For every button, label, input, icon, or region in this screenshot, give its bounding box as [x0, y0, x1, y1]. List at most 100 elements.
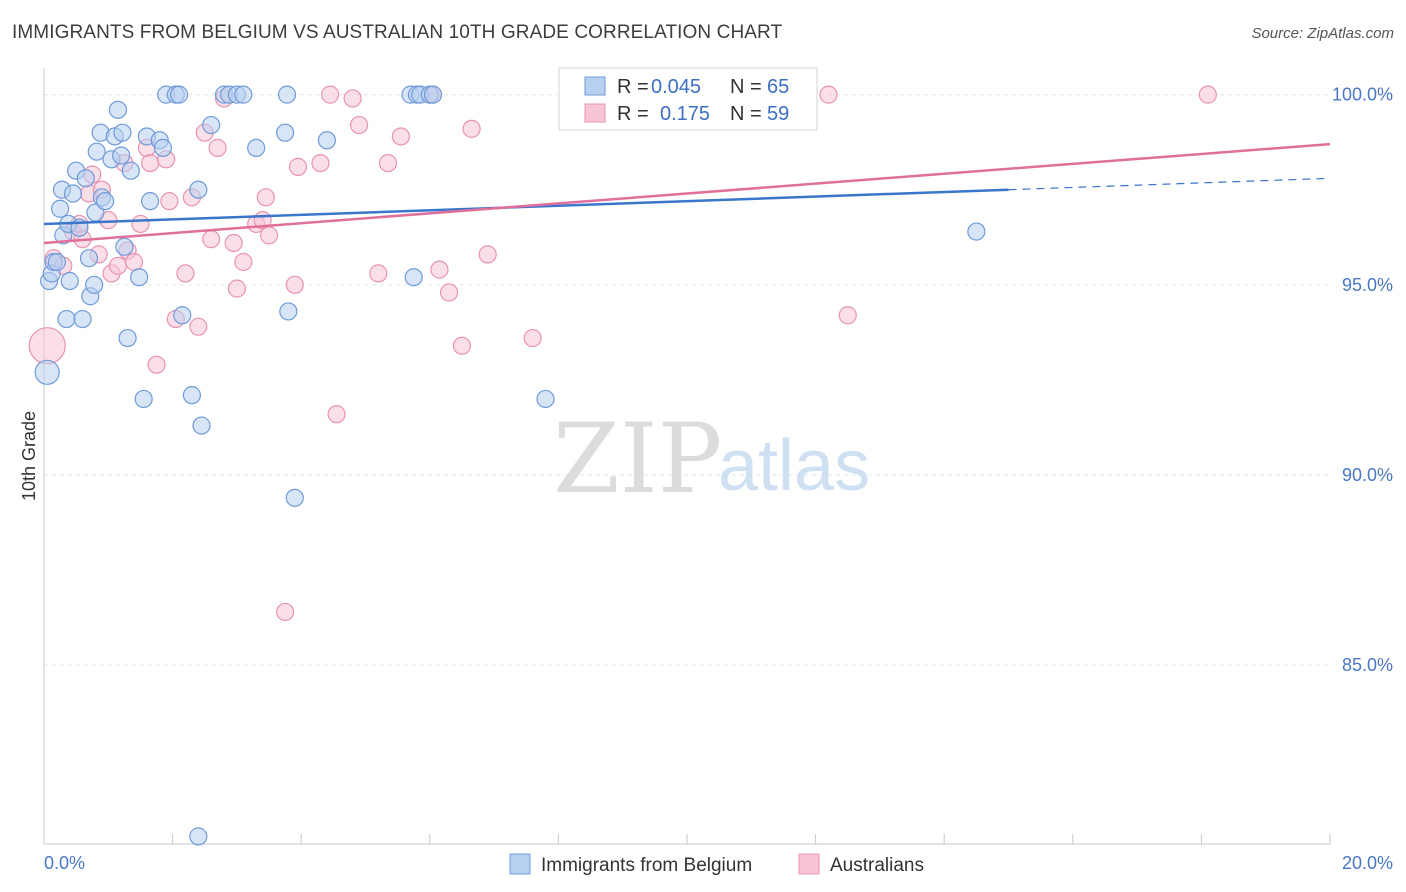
- belgium-point-27: [113, 123, 132, 142]
- belgium-point-18: [85, 275, 104, 294]
- australians-point-19: [147, 355, 166, 374]
- australians-point-39: [288, 157, 308, 177]
- series-belgium-points: [34, 85, 986, 846]
- australians-point-42: [327, 405, 346, 424]
- australians-point-58: [1198, 85, 1217, 104]
- australians-point-35: [256, 188, 275, 207]
- y-tick-label-1: 95.0%: [1342, 275, 1393, 295]
- australians-point-23: [176, 264, 195, 283]
- australians-point-55: [523, 328, 542, 348]
- australians-point-0: [28, 327, 66, 365]
- australians-point-32: [234, 252, 253, 272]
- australians-point-44: [349, 115, 369, 135]
- australians-point-40: [311, 153, 330, 173]
- belgium-point-29: [118, 328, 137, 348]
- australians-point-52: [452, 336, 472, 355]
- australians-point-57: [838, 306, 857, 325]
- legend-r-label-1: R =: [617, 76, 649, 98]
- trend-lines: [43, 142, 1331, 245]
- australians-point-45: [369, 264, 388, 283]
- belgium-point-4: [47, 252, 66, 272]
- legend-n-value-1: 65: [767, 76, 789, 98]
- belgium-point-63: [189, 827, 208, 846]
- legend-r-value-2: 0.175: [660, 103, 710, 125]
- australians-point-27: [202, 230, 221, 249]
- legend-r-label-2: R =: [617, 103, 649, 125]
- bottom-legend-label-belgium: Immigrants from Belgium: [541, 855, 752, 876]
- belgium-point-11: [63, 184, 83, 203]
- belgium-point-43: [189, 180, 208, 199]
- belgium-point-49: [234, 85, 253, 104]
- australians-point-51: [439, 283, 459, 302]
- australians-point-18: [140, 153, 160, 173]
- australians-trend-line: [43, 142, 1331, 245]
- belgium-point-10: [60, 271, 79, 291]
- y-tick-labels: 100.0% 95.0% 90.0% 85.0%: [1332, 85, 1393, 676]
- belgium-point-5: [50, 199, 70, 218]
- belgium-trend-extension: [1008, 177, 1331, 191]
- legend-n-value-2: 59: [767, 103, 789, 125]
- belgium-point-32: [130, 268, 149, 287]
- belgium-point-62: [536, 389, 555, 409]
- australians-point-16: [131, 214, 150, 234]
- belgium-point-61: [423, 85, 443, 104]
- belgium-point-35: [140, 192, 160, 211]
- belgium-point-23: [95, 192, 115, 211]
- chart-title: IMMIGRANTS FROM BELGIUM VS AUSTRALIAN 10…: [12, 22, 783, 43]
- australians-point-36: [259, 226, 279, 245]
- australians-point-41: [321, 85, 340, 104]
- australians-point-37: [276, 602, 295, 622]
- australians-point-54: [478, 245, 497, 264]
- belgium-point-8: [57, 309, 76, 329]
- bottom-legend-swatch-pink: [798, 853, 820, 875]
- australians-point-12: [108, 256, 128, 275]
- australians-point-56: [819, 85, 838, 104]
- y-axis-label: 10th Grade: [19, 411, 39, 501]
- australians-point-53: [462, 119, 481, 138]
- y-tick-label-2: 90.0%: [1342, 465, 1393, 485]
- legend-r-value-1: 0.045: [651, 76, 701, 98]
- australians-point-46: [378, 153, 398, 173]
- source-label: Source: ZipAtlas.com: [1251, 25, 1394, 42]
- stats-legend: R = 0.045 N = 65 R = 0.175 N = 59: [558, 67, 818, 131]
- bottom-legend-swatch-blue: [509, 853, 531, 875]
- belgium-point-50: [247, 138, 266, 157]
- belgium-point-41: [173, 306, 192, 325]
- x-tick-labels: 0.0% 20.0%: [44, 853, 1393, 873]
- australians-point-43: [343, 89, 362, 108]
- australians-point-31: [227, 279, 246, 298]
- belgium-point-33: [134, 389, 153, 409]
- series-australians-points: [28, 85, 1217, 622]
- x-tick-label-0: 0.0%: [44, 853, 85, 873]
- legend-n-label-2: N =: [730, 103, 762, 125]
- belgium-point-54: [285, 488, 304, 507]
- watermark-zip: ZIP: [553, 403, 722, 515]
- watermark-atlas: atlas: [718, 426, 870, 506]
- belgium-point-45: [202, 115, 221, 135]
- belgium-point-51: [276, 123, 295, 142]
- belgium-point-15: [76, 169, 95, 188]
- belgium-point-40: [169, 85, 189, 104]
- belgium-point-64: [967, 222, 986, 241]
- y-tick-label-3: 85.0%: [1342, 655, 1393, 675]
- belgium-point-31: [108, 100, 128, 119]
- belgium-point-14: [73, 309, 92, 329]
- belgium-point-44: [192, 416, 211, 435]
- belgium-point-16: [79, 249, 99, 268]
- x-tick-marks: [43, 834, 1331, 844]
- australians-point-25: [189, 317, 208, 336]
- australians-point-30: [224, 233, 243, 253]
- y-tick-label-0: 100.0%: [1332, 85, 1393, 105]
- belgium-point-20: [87, 142, 106, 161]
- belgium-point-42: [182, 386, 201, 405]
- belgium-point-53: [279, 302, 298, 321]
- belgium-point-37: [153, 138, 173, 157]
- series-legend: Immigrants from Belgium Australians: [509, 853, 924, 876]
- belgium-point-57: [404, 268, 423, 287]
- australians-point-28: [208, 138, 227, 157]
- australians-point-21: [160, 192, 179, 211]
- belgium-point-28: [115, 237, 134, 256]
- belgium-point-52: [277, 85, 297, 104]
- legend-swatch-blue: [584, 76, 606, 96]
